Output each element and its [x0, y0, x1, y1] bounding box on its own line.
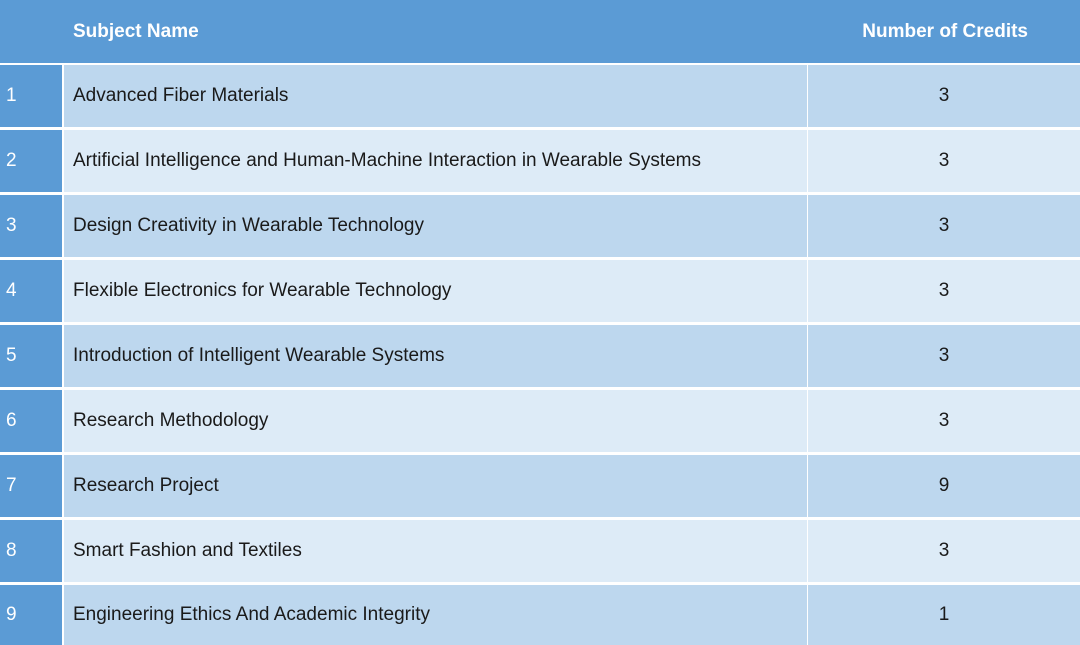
- credit-value: 3: [938, 410, 950, 431]
- credit-value: 3: [938, 345, 950, 366]
- row-number: 3: [0, 195, 64, 257]
- table-header-row: Subject Name Number of Credits: [0, 0, 1080, 63]
- subject-name: Smart Fashion and Textiles: [64, 520, 808, 582]
- row-number: 1: [0, 65, 64, 127]
- table-row: 7 Research Project 9: [0, 453, 1080, 517]
- table-row: 9 Engineering Ethics And Academic Integr…: [0, 583, 1080, 645]
- header-number-cell: [0, 0, 64, 63]
- subject-name: Flexible Electronics for Wearable Techno…: [64, 260, 808, 322]
- row-number: 8: [0, 520, 64, 582]
- credit-value: 9: [938, 475, 950, 496]
- credit-value: 3: [938, 540, 950, 561]
- credit-value: 3: [938, 150, 950, 171]
- subject-name: Engineering Ethics And Academic Integrit…: [64, 585, 808, 645]
- table-row: 1 Advanced Fiber Materials 3: [0, 63, 1080, 127]
- credit-value: 1: [938, 604, 950, 625]
- row-number: 5: [0, 325, 64, 387]
- row-number: 6: [0, 390, 64, 452]
- subject-name: Artificial Intelligence and Human-Machin…: [64, 130, 808, 192]
- header-number-of-credits: Number of Credits: [862, 20, 1028, 42]
- subject-name: Research Methodology: [64, 390, 808, 452]
- table-row: 2 Artificial Intelligence and Human-Mach…: [0, 128, 1080, 192]
- row-number: 9: [0, 585, 64, 645]
- credit-value: 3: [938, 85, 950, 106]
- table-row: 4 Flexible Electronics for Wearable Tech…: [0, 258, 1080, 322]
- row-number: 7: [0, 455, 64, 517]
- row-number: 4: [0, 260, 64, 322]
- table-row: 3 Design Creativity in Wearable Technolo…: [0, 193, 1080, 257]
- subject-name: Design Creativity in Wearable Technology: [64, 195, 808, 257]
- subject-name: Research Project: [64, 455, 808, 517]
- table-row: 5 Introduction of Intelligent Wearable S…: [0, 323, 1080, 387]
- row-number: 2: [0, 130, 64, 192]
- table-row: 8 Smart Fashion and Textiles 3: [0, 518, 1080, 582]
- subject-name: Introduction of Intelligent Wearable Sys…: [64, 325, 808, 387]
- credit-value: 3: [938, 215, 950, 236]
- subject-name: Advanced Fiber Materials: [64, 65, 808, 127]
- header-subject-name: Subject Name: [73, 20, 199, 42]
- credit-value: 3: [938, 280, 950, 301]
- table-row: 6 Research Methodology 3: [0, 388, 1080, 452]
